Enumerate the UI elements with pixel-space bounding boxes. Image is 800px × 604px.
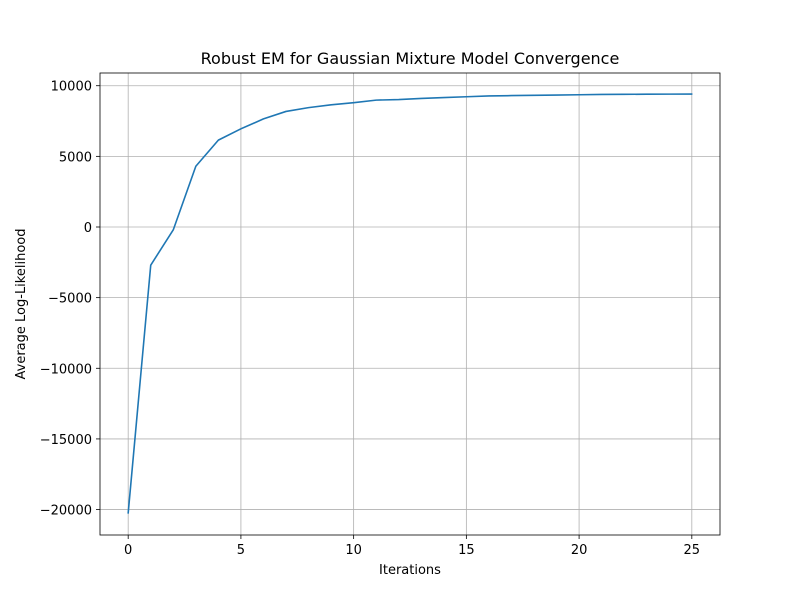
y-axis-label: Average Log-Likelihood [14, 229, 29, 380]
chart-title: Robust EM for Gaussian Mixture Model Con… [201, 49, 620, 68]
grid [100, 73, 720, 535]
y-tick-label: 10000 [51, 80, 92, 95]
y-tick-label: 5000 [59, 150, 92, 165]
y-tick-label: −15000 [40, 433, 92, 448]
y-tick-label: −20000 [40, 504, 92, 519]
series-layer [127, 93, 693, 514]
x-axis-label: Iterations [379, 563, 441, 578]
series-line [127, 93, 693, 514]
x-tick-label: 25 [684, 543, 701, 558]
x-tick-label: 0 [124, 543, 132, 558]
x-tick-label: 15 [458, 543, 475, 558]
y-tick-label: −10000 [40, 362, 92, 377]
axes [96, 72, 721, 539]
y-tick-label: −5000 [48, 292, 92, 307]
y-tick-label: 0 [84, 221, 92, 236]
x-tick-label: 5 [237, 543, 245, 558]
tick-labels: 0 5 10 15 20 25 −20000 −15000 −10000 −5000 0 5000 10… [40, 80, 700, 558]
plot-frame [99, 72, 721, 536]
x-tick-label: 20 [571, 543, 588, 558]
x-tick-label: 10 [345, 543, 362, 558]
